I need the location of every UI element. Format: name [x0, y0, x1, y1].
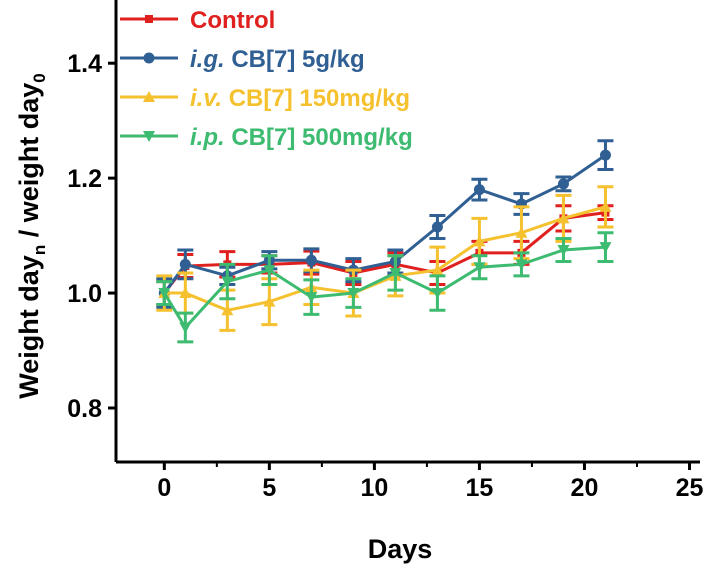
data-point: [221, 304, 234, 316]
series-line: [163, 245, 606, 331]
x-tick-label: 15: [466, 474, 494, 502]
data-point: [557, 244, 570, 256]
data-point: [305, 254, 317, 266]
data-point: [158, 288, 171, 300]
legend-text: CB[7] 500mg/kg: [225, 124, 413, 151]
legend-label: i.p. CB[7] 500mg/kg: [190, 124, 413, 151]
legend-label: i.g. CB[7] 5g/kg: [190, 46, 365, 73]
data-point: [557, 178, 569, 190]
legend-route: i.v.: [190, 85, 222, 112]
y-label-sub-0: 0: [30, 73, 49, 82]
legend-text: Control: [190, 7, 275, 34]
data-point: [557, 212, 570, 224]
y-label-sub-n: n: [30, 245, 49, 255]
series-line: [163, 153, 607, 294]
x-tick-label: 25: [676, 474, 704, 502]
plot-area: [156, 139, 614, 344]
data-point: [473, 184, 485, 196]
legend-text: CB[7] 5g/kg: [225, 46, 365, 73]
legend-route: i.p.: [190, 124, 225, 151]
x-tick-label: 5: [262, 474, 276, 502]
legend-marker: [143, 52, 155, 64]
y-tick-label: 0.8: [67, 395, 102, 423]
data-point: [305, 292, 318, 304]
legend-marker: [145, 15, 153, 23]
series-1: [156, 139, 614, 309]
data-point: [263, 295, 276, 307]
data-point: [179, 258, 191, 270]
data-point: [473, 262, 486, 274]
legend-marker: [143, 91, 155, 102]
x-tick-label: 10: [360, 474, 388, 502]
data-point: [473, 235, 486, 247]
y-label-mid: / weight day: [14, 83, 44, 245]
series-3: [156, 231, 614, 344]
series-2: [156, 185, 614, 332]
x-tick-label: 0: [157, 474, 171, 502]
x-axis-label: Days: [368, 534, 433, 564]
axes: 0 5 10 15 20 25 0.8 1.0 1.2 1.4: [67, 0, 703, 502]
data-point: [599, 149, 611, 161]
legend-label: i.v. CB[7] 150mg/kg: [190, 85, 410, 112]
data-point: [179, 287, 192, 299]
y-tick-label: 1.4: [67, 50, 102, 78]
legend-marker: [143, 131, 155, 142]
data-point: [221, 276, 234, 288]
data-point: [179, 322, 192, 334]
y-tick-label: 1.0: [67, 280, 102, 308]
data-point: [431, 264, 444, 276]
data-point: [599, 200, 612, 212]
data-point: [515, 259, 528, 271]
data-point: [431, 288, 444, 300]
data-point: [389, 267, 402, 279]
y-axis-label: Weight dayn / weight day0: [14, 73, 49, 398]
y-label-main: Weight day: [14, 255, 44, 399]
data-point: [263, 265, 276, 277]
legend-text: CB[7] 150mg/kg: [222, 85, 410, 112]
y-tick-label: 1.2: [67, 165, 102, 193]
data-point: [431, 221, 443, 233]
data-point: [515, 226, 528, 238]
data-point: [347, 288, 360, 300]
legend-route: i.g.: [190, 46, 225, 73]
legend-label: Control: [190, 7, 275, 34]
x-tick-label: 20: [571, 474, 599, 502]
data-point: [599, 242, 612, 254]
